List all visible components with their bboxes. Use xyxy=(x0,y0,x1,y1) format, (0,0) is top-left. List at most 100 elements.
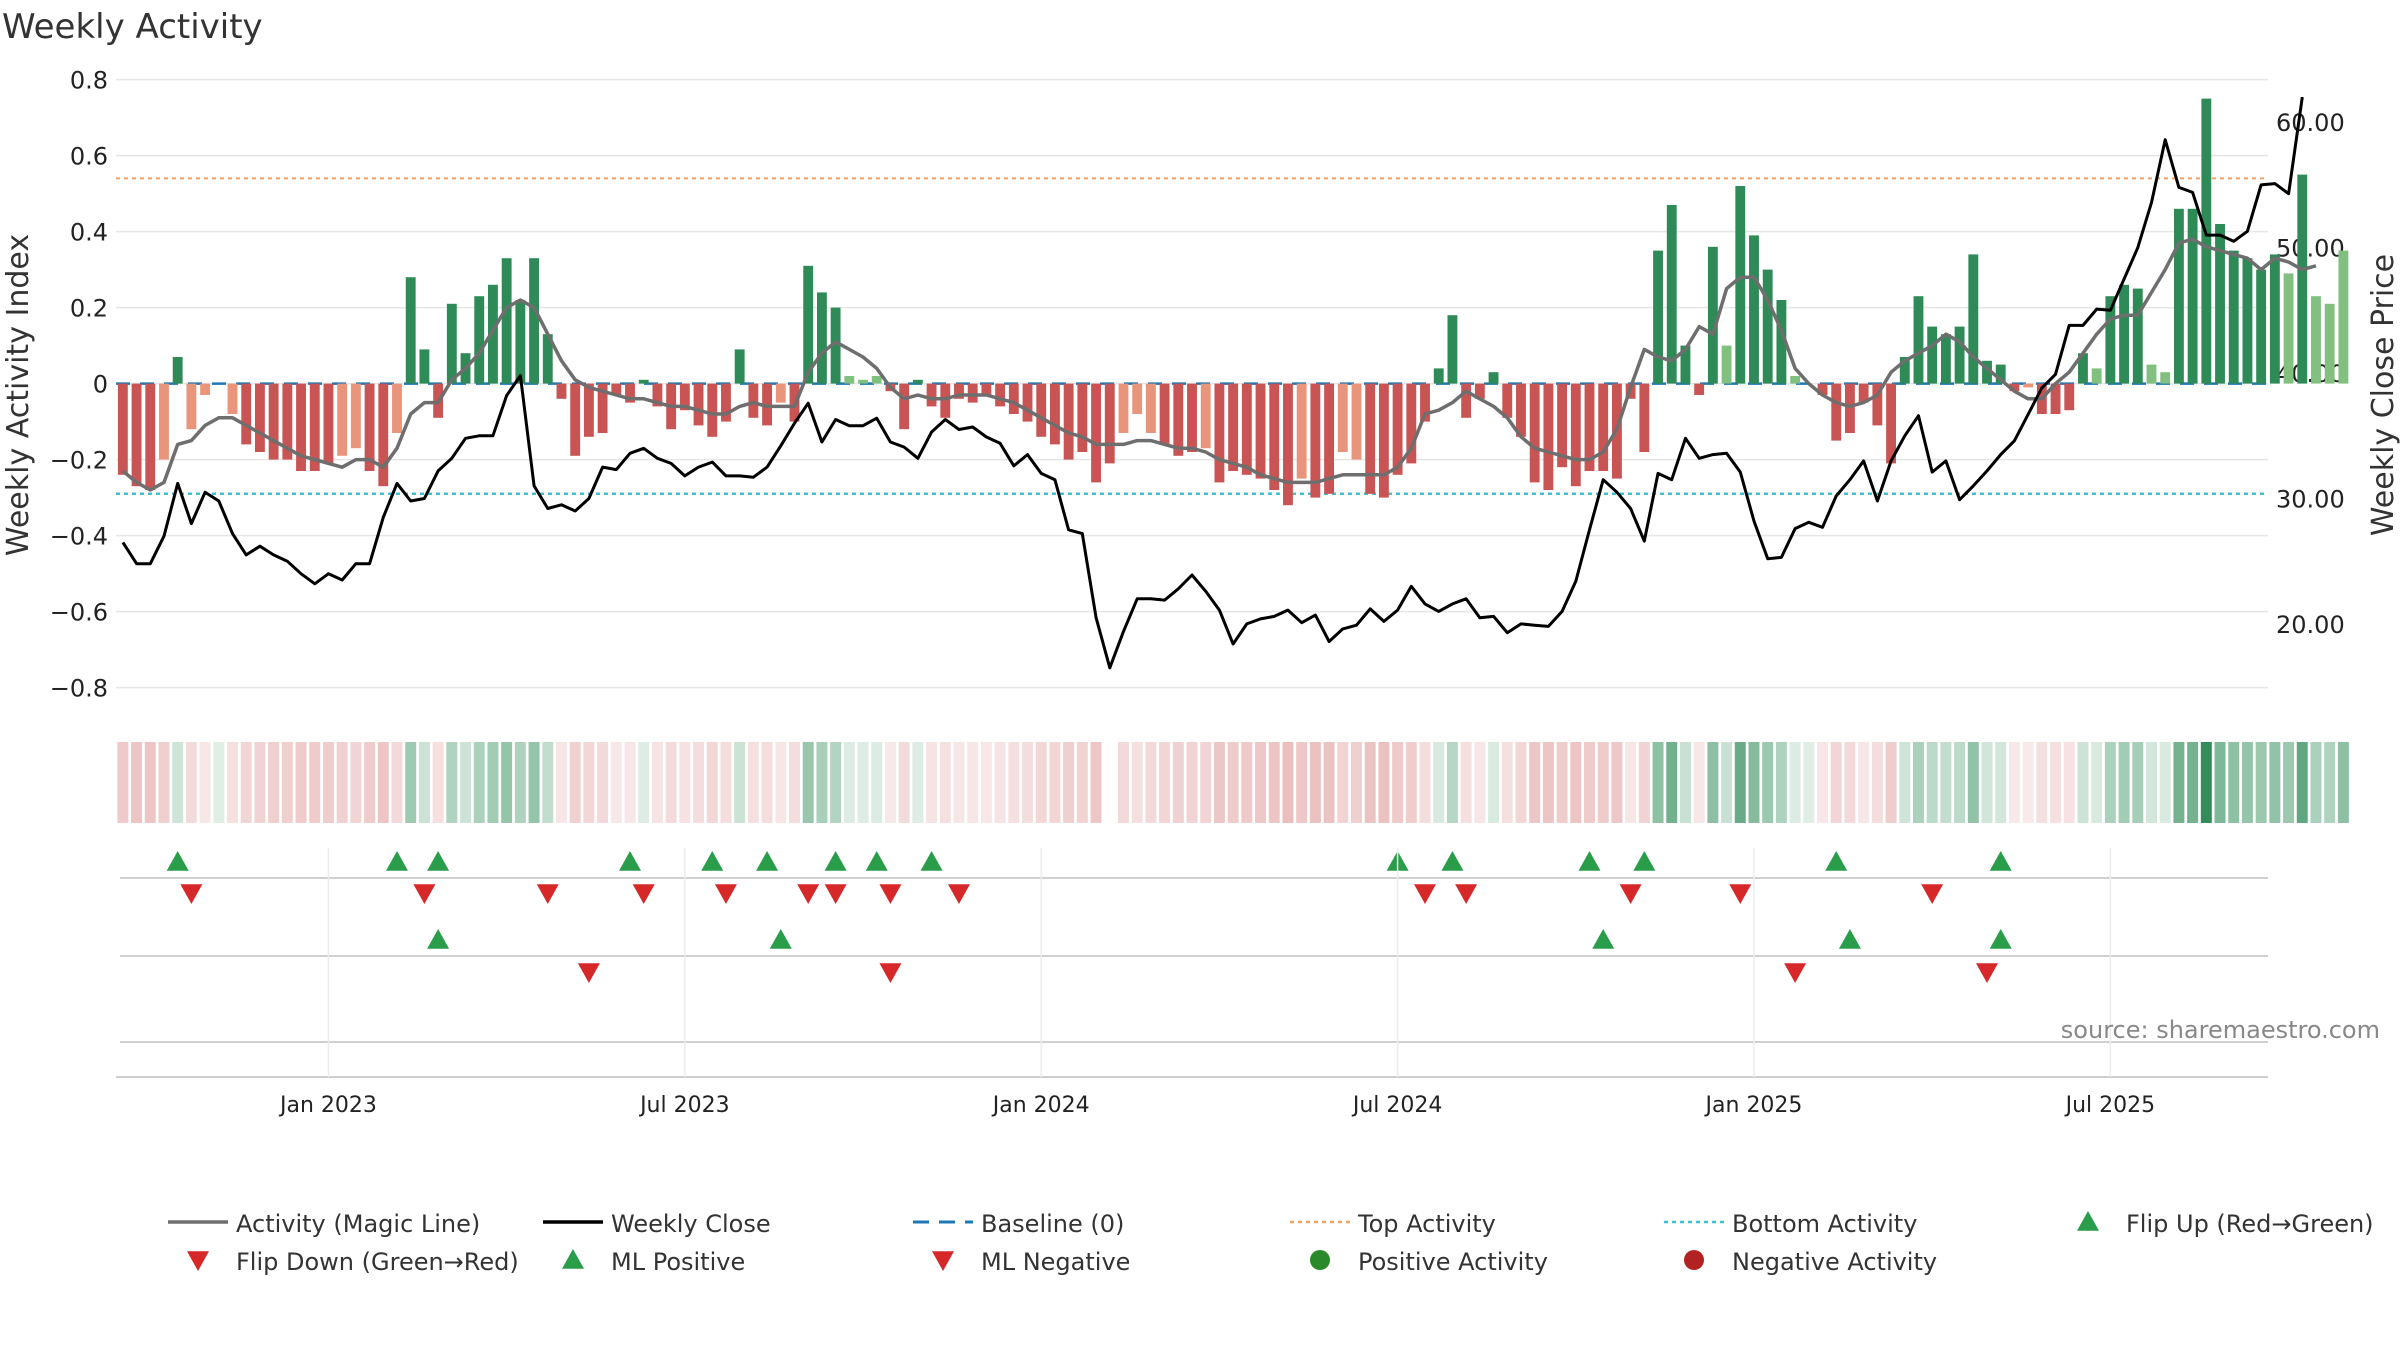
activity-bar xyxy=(1831,383,1842,441)
heat-cell xyxy=(1858,742,1870,823)
activity-bar xyxy=(1077,383,1088,452)
activity-bar xyxy=(405,277,416,384)
activity-bar xyxy=(323,383,334,464)
heat-cell xyxy=(953,742,965,823)
activity-bar xyxy=(159,383,169,460)
heat-cell xyxy=(1460,742,1472,823)
activity-bar xyxy=(1899,357,1910,384)
legend-item: ML Negative xyxy=(932,1248,1130,1276)
source-credit: source: sharemaestro.com xyxy=(2061,1016,2380,1044)
weekly-close-series xyxy=(121,96,2304,670)
activity-bar xyxy=(1776,300,1787,384)
heat-cell xyxy=(1255,742,1267,823)
heat-cell xyxy=(240,742,252,823)
activity-bar xyxy=(2023,383,2034,388)
activity-bar xyxy=(1365,383,1376,494)
heat-cell xyxy=(227,742,238,823)
heat-cell xyxy=(1268,742,1280,823)
heat-cell xyxy=(2337,742,2349,823)
ml-positive-marker xyxy=(1989,929,2012,949)
heat-cell xyxy=(2324,742,2336,823)
heat-cell xyxy=(432,742,444,823)
activity-bar xyxy=(638,379,649,384)
flip-down-marker xyxy=(947,884,970,904)
activity-bar xyxy=(2297,174,2308,384)
flip-up-marker xyxy=(385,851,408,871)
legend-label: Top Activity xyxy=(1357,1210,1496,1238)
left-tick-label: 0.6 xyxy=(70,143,108,171)
activity-bar xyxy=(1461,383,1472,418)
heat-cell xyxy=(1515,742,1527,823)
activity-bar xyxy=(542,334,553,384)
activity-bar xyxy=(1639,383,1650,452)
activity-bar xyxy=(2242,258,2253,384)
heat-cell xyxy=(1679,742,1691,823)
flip-up-marker xyxy=(920,851,943,871)
heat-cell xyxy=(1022,742,1033,823)
heat-cell xyxy=(1351,742,1362,823)
heat-cell xyxy=(1721,742,1733,823)
heat-cell xyxy=(2214,742,2226,823)
x-tick-label: Jan 2024 xyxy=(991,1093,1090,1118)
heat-cell xyxy=(2173,742,2185,823)
activity-bar xyxy=(1008,383,1019,414)
heat-cell xyxy=(624,742,636,823)
heat-cell xyxy=(1323,742,1335,823)
legend-label: Weekly Close xyxy=(611,1210,771,1238)
heat-cell xyxy=(172,742,184,823)
x-tick-label: Jul 2024 xyxy=(1351,1093,1443,1118)
activity-bar xyxy=(1173,383,1184,456)
heat-cell xyxy=(117,742,129,823)
activity-bar xyxy=(1433,368,1444,384)
heat-cell xyxy=(967,742,979,823)
heat-cell xyxy=(1200,742,1212,823)
heat-cell xyxy=(322,742,334,823)
legend-swatch xyxy=(1684,1250,1704,1270)
activity-bar xyxy=(515,300,526,384)
activity-bar xyxy=(1488,372,1499,384)
left-axis-label: Weekly Activity Index xyxy=(1,234,36,556)
activity-bar xyxy=(2173,208,2184,384)
activity-bar xyxy=(1529,383,1540,483)
x-tick-label: Jan 2023 xyxy=(278,1093,377,1118)
heat-cell xyxy=(2269,742,2281,823)
heat-cell xyxy=(1995,742,2007,823)
activity-bar xyxy=(309,383,320,471)
ml-positive-marker xyxy=(1592,929,1615,949)
activity-bar xyxy=(830,307,841,384)
activity-bar xyxy=(995,383,1006,407)
heat-cell xyxy=(789,742,800,823)
heat-cell xyxy=(1364,742,1376,823)
heat-cell xyxy=(1885,742,1897,823)
activity-bar xyxy=(816,292,827,384)
heat-cell xyxy=(2283,742,2295,823)
heat-cell xyxy=(1830,742,1842,823)
heat-cell xyxy=(1309,742,1321,823)
legend-label: Positive Activity xyxy=(1358,1248,1548,1276)
heat-cell xyxy=(1529,742,1541,823)
activity-bar xyxy=(1680,345,1691,384)
activity-bar xyxy=(254,383,265,452)
activity-bar xyxy=(1310,383,1321,498)
activity-bar xyxy=(871,376,882,384)
activity-bar xyxy=(2132,288,2143,384)
activity-bar xyxy=(1228,383,1239,471)
activity-bar xyxy=(803,265,814,384)
activity-bar xyxy=(2078,353,2088,384)
heat-cell xyxy=(1912,742,1924,823)
heat-cell xyxy=(1556,742,1568,823)
legend-label: Bottom Activity xyxy=(1732,1210,1917,1238)
heat-cell xyxy=(1693,742,1705,823)
heat-cell xyxy=(994,742,1006,823)
heat-cell xyxy=(1008,742,1020,823)
activity-bar xyxy=(1666,205,1677,384)
activity-bar xyxy=(2201,98,2212,384)
heat-cell xyxy=(391,742,403,823)
activity-bar xyxy=(858,379,868,384)
activity-bars xyxy=(117,98,2349,506)
ml-negative-marker xyxy=(577,963,600,983)
left-tick-label: 0.4 xyxy=(70,219,108,247)
heat-cell xyxy=(1282,742,1294,823)
legend-label: Flip Down (Green→Red) xyxy=(236,1248,519,1276)
heat-cell xyxy=(720,742,732,823)
